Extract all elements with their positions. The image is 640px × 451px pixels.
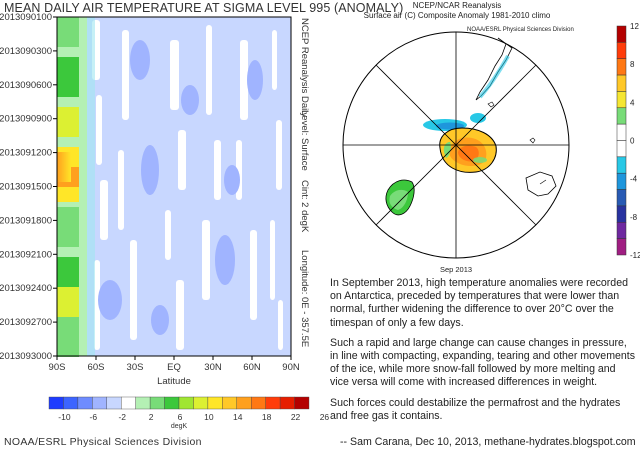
colorbar-label: -10 [58,412,71,422]
colorbar-swatch [178,396,194,410]
x-axis-label: Latitude [157,376,191,387]
hovmoller-chart: 2013090100 2013090300 2013090600 2013090900… [0,12,310,387]
article-text: In September 2013, high temperature anom… [330,277,636,430]
x-tick-label: EQ [167,362,181,373]
footer-org: NOAA/ESRL Physical Sciences Division [4,436,202,448]
colorbar-swatch [279,396,295,410]
x-tick-label: 30N [204,362,222,373]
side-label: Cint: 2 degK [299,180,310,233]
map-period: Sep 2013 [440,265,472,274]
colorbar-unit: degK [171,423,188,430]
map-title: NCEP/NCAR Reanalysis [413,1,501,10]
x-tick-label: 30S [127,362,144,373]
colorbar-label: 10 [204,412,214,422]
map-colorbar-label: 4 [630,98,635,107]
y-tick-label: 2013090600 [0,80,52,91]
map-body [342,31,570,259]
y-tick-label: 2013091200 [0,148,52,159]
map-colorbar-swatch [616,42,627,59]
colorbar-swatch [135,396,151,410]
map-colorbar-swatch [616,222,627,239]
colorbar-label: 14 [233,412,243,422]
colorbar-swatch [222,396,237,410]
y-tick-label: 2013093000 [0,351,52,362]
x-tick-label: 90S [49,362,66,373]
colorbar-label: 26 [320,412,330,422]
x-tick-label: 60N [243,362,261,373]
x-tick-label: 90N [282,362,300,373]
colorbar-swatch [236,396,252,410]
author-credit: -- Sam Carana, Dec 10, 2013, methane-hyd… [340,436,636,448]
colorbar-swatch [265,396,281,410]
map-colorbar-swatch [616,91,627,109]
map-colorbar-swatch [616,172,627,190]
article-paragraph-2: Such a rapid and large change can cause … [330,336,636,389]
map-colorbar-swatch [616,123,627,141]
map-colorbar-swatch [616,74,627,92]
map-colorbar-swatch [616,156,627,174]
x-tick-label: 60S [88,362,105,373]
colorbar-swatch [207,396,223,410]
colorbar-swatch [164,396,180,410]
map-colorbar-swatch [616,189,627,207]
y-tick-label: 2013091800 [0,215,52,226]
colorbar-label: 22 [291,412,301,422]
map-colorbar-swatch [616,25,627,43]
map-colorbar-swatch [616,58,627,76]
colorbar-swatch [251,396,266,410]
map-colorbar-label: -12 [630,251,640,260]
side-label: Level: Surface [299,110,310,171]
colorbar-label: 6 [178,412,183,422]
colorbar-swatch [48,396,64,410]
colorbar-label: 18 [262,412,272,422]
side-label: Longitude: 0E - 357.5E [299,250,310,347]
colorbar-swatch [92,396,107,410]
colorbar-swatch [121,396,136,410]
map-colorbar-label: 8 [630,60,635,69]
hovmoller-colorbar: -10 -6 -2 2 6 10 14 18 22 26 degK [48,396,330,430]
polar-map: NCEP/NCAR Reanalysis Surface air (C) Com… [342,1,640,274]
map-subtitle: Surface air (C) Composite Anomaly 1981-2… [364,11,551,20]
map-colorbar-label: -8 [630,213,638,222]
map-colorbar-label: 0 [630,137,635,146]
y-tick-label: 2013090900 [0,114,52,125]
y-tick-label: 2013090300 [0,46,52,57]
map-colorbar-swatch [616,205,627,223]
colorbar-label: 2 [149,412,154,422]
colorbar-swatch [63,396,79,410]
colorbar-swatch [294,396,310,410]
y-tick-label: 2013092400 [0,283,52,294]
map-colorbar-swatch [616,140,627,158]
colorbar-label: -6 [90,412,98,422]
y-tick-label: 2013092100 [0,249,52,260]
y-tick-label: 2013091500 [0,182,52,193]
map-colorbar-label: -4 [630,175,638,184]
colorbar-swatch [149,396,165,410]
side-label: NCEP Reanalysis Daily [299,18,310,117]
map-credit: NOAA/ESRL Physical Sciences Division [467,27,574,33]
colorbar-swatch [193,396,209,410]
article-paragraph-1: In September 2013, high temperature anom… [330,277,628,329]
y-tick-label: 2013090100 [0,12,52,23]
y-tick-label: 2013092700 [0,317,52,328]
map-colorbar-label: 12 [630,22,639,31]
chart-title: MEAN DAILY AIR TEMPERATURE AT SIGMA LEVE… [4,1,404,15]
colorbar-swatch [106,396,122,410]
map-colorbar-swatch [616,238,627,256]
colorbar-label: -2 [118,412,126,422]
map-colorbar-swatch [616,107,627,125]
colorbar-swatch [77,396,93,410]
article-paragraph-3: Such forces could destabilize the permaf… [330,396,621,422]
